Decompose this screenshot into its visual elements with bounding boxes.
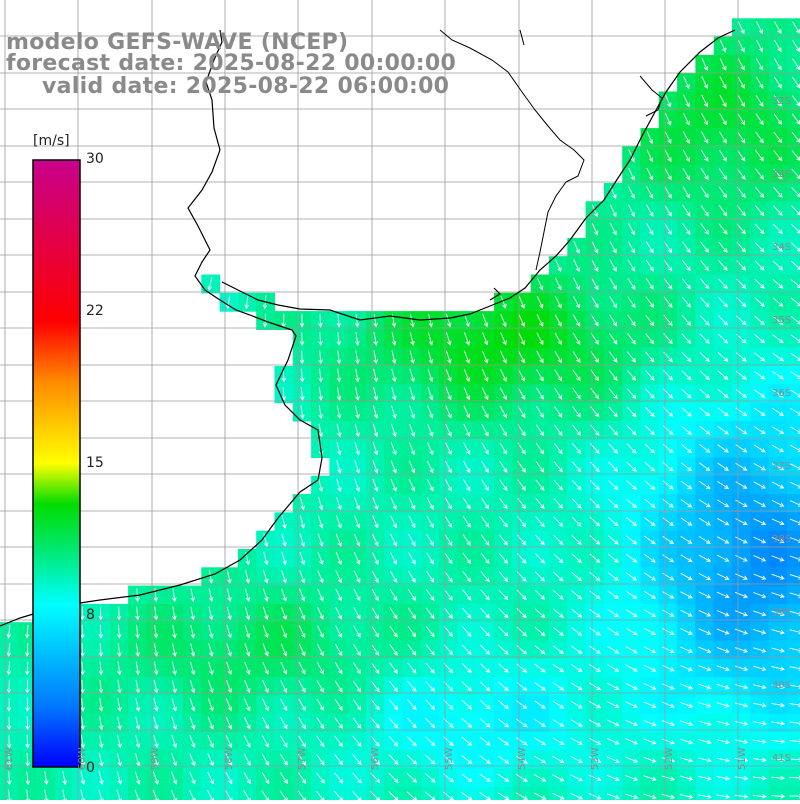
latitude-label: 41S (772, 753, 791, 764)
wind-speed-cell (677, 787, 696, 800)
wind-speed-cell (439, 787, 458, 800)
forecast-date: forecast date: 2025-08-22 00:00:00 (6, 52, 456, 76)
wind-speed-cell (787, 201, 800, 220)
wind-speed-cell (458, 787, 477, 800)
colorbar-tick-label: 22 (86, 303, 104, 319)
wind-speed-cell (329, 787, 348, 800)
longitude-label: 51W (737, 747, 748, 770)
wind-speed-cell (787, 421, 800, 440)
wind-speed-cell (714, 787, 733, 800)
latitude-label: 33S (772, 169, 791, 180)
wind-speed-cell (256, 787, 275, 800)
longitude-label: 56W (370, 747, 381, 770)
wind-speed-field (0, 18, 800, 800)
wind-speed-cell (220, 787, 239, 800)
wind-speed-cell (201, 787, 220, 800)
wind-speed-cell (567, 787, 586, 800)
latitude-label: 37S (772, 461, 791, 472)
wind-speed-cell (311, 787, 330, 800)
wind-speed-cell (165, 787, 184, 800)
wind-speed-cell (750, 787, 769, 800)
colorbar-tick-label: 15 (86, 455, 104, 471)
wind-speed-cell (476, 787, 495, 800)
colorbar (33, 160, 80, 767)
wind-speed-cell (787, 512, 800, 531)
wind-speed-cell (787, 183, 800, 202)
colorbar-tick-label: 8 (86, 607, 95, 623)
latitude-label: 32S (772, 96, 791, 107)
longitude-label: 55W (444, 747, 455, 770)
latitude-label: 34S (772, 242, 791, 253)
wind-speed-cell (366, 787, 385, 800)
wind-speed-cell (787, 37, 800, 56)
wind-speed-cell (787, 348, 800, 367)
latitude-label: 36S (772, 388, 791, 399)
wind-speed-cell (549, 787, 568, 800)
wind-speed-cell (695, 787, 714, 800)
longitude-label: 52W (664, 747, 675, 770)
wind-speed-cell (238, 787, 257, 800)
longitude-label: 53W (590, 747, 601, 770)
latitude-label: 35S (772, 315, 791, 326)
wind-speed-cell (403, 787, 422, 800)
wind-speed-cell (787, 293, 800, 312)
wind-speed-cell (787, 275, 800, 294)
wind-speed-cell (787, 55, 800, 74)
colorbar-unit: [m/s] (33, 133, 70, 149)
wind-speed-cell (787, 110, 800, 129)
longitude-label: 57W (297, 747, 308, 770)
latitude-label: 39S (772, 607, 791, 618)
colorbar-tick-label: 0 (86, 760, 95, 776)
latitude-label: 38S (772, 534, 791, 545)
wind-speed-cell (732, 787, 751, 800)
wind-speed-cell (787, 18, 800, 37)
wind-speed-cell (787, 128, 800, 147)
wind-speed-cell (787, 329, 800, 348)
wind-speed-cell (787, 220, 800, 239)
wind-speed-cell (769, 787, 788, 800)
wind-speed-cell (586, 787, 605, 800)
colorbar-tick-label: 30 (86, 151, 104, 167)
wind-speed-cell (183, 787, 202, 800)
wind-speed-cell (622, 787, 641, 800)
wind-speed-cell (787, 403, 800, 422)
wind-speed-cell (384, 787, 403, 800)
longitude-label: 61W (4, 747, 15, 770)
wind-speed-cell (787, 439, 800, 458)
longitude-label: 54W (517, 747, 528, 770)
valid-date: valid date: 2025-08-22 06:00:00 (42, 75, 449, 99)
wind-speed-cell (421, 787, 440, 800)
wind-speed-cell (787, 366, 800, 385)
wind-speed-cell (787, 73, 800, 92)
wind-speed-cell (787, 787, 800, 800)
wind-speed-cell (604, 787, 623, 800)
wind-speed-cell (787, 494, 800, 513)
wind-speed-cell (641, 787, 660, 800)
wind-speed-cell (531, 787, 550, 800)
latitude-label: 40S (772, 680, 791, 691)
colorbar-gradient (33, 160, 80, 767)
wind-speed-cell (275, 787, 294, 800)
wind-speed-cell (787, 256, 800, 275)
wind-speed-cell (293, 787, 312, 800)
longitude-label: 59W (150, 747, 161, 770)
longitude-label: 58W (224, 747, 235, 770)
wind-speed-cell (348, 787, 367, 800)
wind-speed-cell (494, 787, 513, 800)
wind-speed-cell (512, 787, 531, 800)
wind-speed-cell (787, 476, 800, 495)
wind-speed-cell (787, 146, 800, 165)
